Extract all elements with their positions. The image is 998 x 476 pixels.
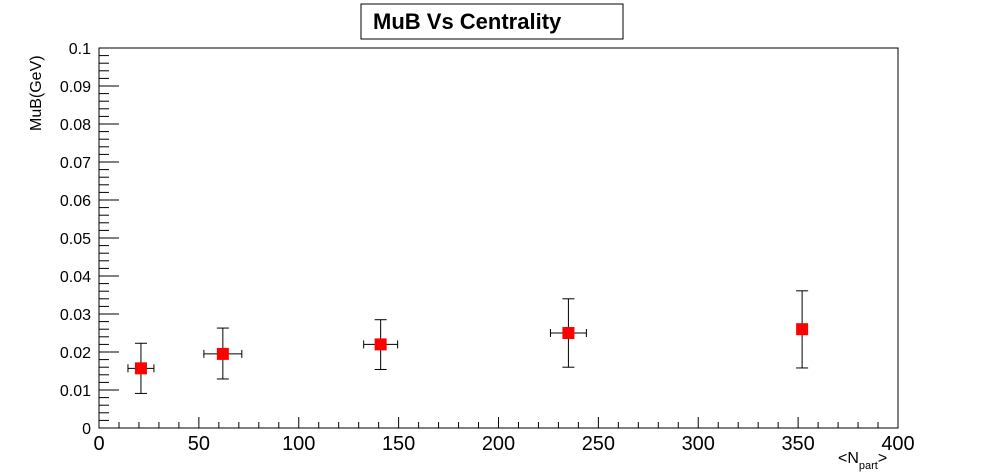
y-tick-label: 0.06 [60, 193, 91, 210]
y-tick-label: 0 [82, 421, 91, 438]
point-marker [562, 327, 575, 339]
plot-frame [98, 47, 899, 429]
x-tick-label: 400 [881, 433, 914, 455]
data-point [127, 342, 155, 394]
x-axis-label-main: <N [838, 450, 859, 467]
point-marker [796, 323, 809, 336]
y-tick-label: 0.01 [60, 383, 91, 400]
point-marker [216, 347, 229, 360]
y-tick-label: 0.05 [60, 231, 91, 248]
data-point [203, 327, 243, 380]
y-tick-label: 0.1 [69, 41, 91, 58]
x-tick-label: 0 [93, 433, 104, 455]
data-point [363, 319, 399, 370]
y-axis: 0 0.01 0.02 0.03 0.04 0.05 0.06 0.07 0.08 0.09 0.1 [60, 41, 119, 438]
x-axis-label: <Npart> [838, 450, 887, 472]
x-tick-label: 100 [282, 433, 315, 455]
x-tick-label: 350 [781, 433, 814, 455]
chart-title: MuB Vs Centrality [373, 9, 562, 34]
data-point [549, 298, 587, 368]
point-marker [134, 362, 147, 375]
y-tick-label: 0.04 [60, 269, 91, 286]
x-tick-label: 50 [188, 433, 210, 455]
x-axis: 0 50 100 150 200 250 300 350 400 [93, 417, 915, 455]
x-axis-label-subscript: part [859, 460, 878, 472]
x-tick-label: 200 [482, 433, 515, 455]
data-point [796, 290, 809, 369]
data-series [127, 290, 809, 394]
x-tick-label: 250 [582, 433, 615, 455]
title-box [360, 3, 624, 40]
y-axis-label: MuB(GeV) [28, 55, 45, 131]
x-axis-label-end: > [878, 450, 887, 467]
y-tick-label: 0.02 [60, 345, 91, 362]
y-tick-label: 0.07 [60, 155, 91, 172]
point-marker [374, 338, 387, 351]
x-tick-label: 150 [382, 433, 415, 455]
y-tick-label: 0.08 [60, 117, 91, 134]
y-tick-label: 0.03 [60, 307, 91, 324]
y-tick-label: 0.09 [60, 79, 91, 96]
x-tick-label: 300 [682, 433, 715, 455]
